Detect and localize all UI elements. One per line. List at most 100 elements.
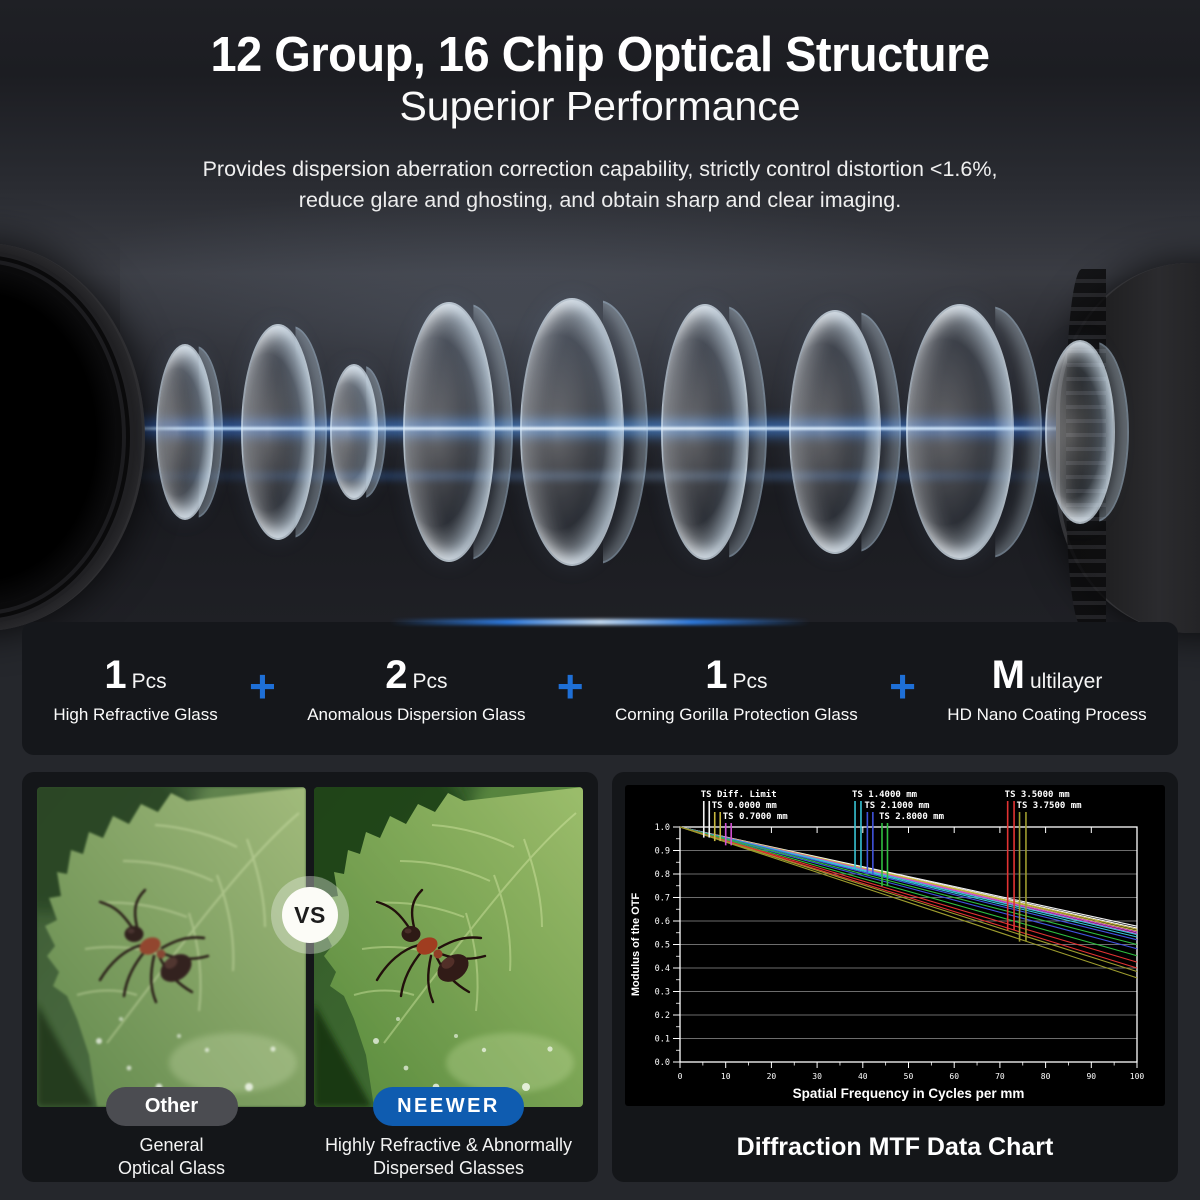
svg-text:0.9: 0.9 — [655, 847, 670, 857]
svg-text:TS 0.7000 mm: TS 0.7000 mm — [723, 812, 789, 822]
lens-element-edge — [603, 300, 648, 564]
spec-count: M ultilayer — [947, 653, 1146, 698]
spec-item-multilayer-coating: M ultilayer HD Nano Coating Process — [947, 653, 1146, 725]
spec-value: M — [991, 652, 1025, 697]
lens-exploded-diagram — [0, 243, 1200, 633]
spec-value: 2 — [385, 652, 408, 697]
spec-count: 2 Pcs — [307, 653, 525, 698]
svg-text:0: 0 — [678, 1072, 683, 1081]
bottom-row: VS Other General Optical Glass NEEWER Hi… — [22, 772, 1178, 1182]
lens-element-edge — [995, 306, 1042, 558]
chart-title: Diffraction MTF Data Chart — [736, 1132, 1054, 1161]
lens-element — [661, 304, 767, 560]
svg-text:90: 90 — [1086, 1072, 1096, 1081]
mtf-chart-card: 0.0 0.1 0.2 0.3 0.4 0.5 0.6 0.7 0.8 0.9 1.0 0 10 20 30… — [612, 772, 1178, 1182]
svg-text:40: 40 — [858, 1072, 868, 1081]
hero-title: 12 Group, 16 Chip Optical Structure — [210, 26, 990, 82]
photo-neewer — [314, 787, 583, 1107]
svg-text:TS 3.7500 mm: TS 3.7500 mm — [1017, 801, 1083, 811]
svg-text:10: 10 — [721, 1072, 731, 1081]
svg-text:0.1: 0.1 — [655, 1035, 670, 1045]
lens-element — [789, 310, 901, 554]
spec-unit: ultilayer — [1029, 669, 1103, 693]
lens-element-edge — [729, 306, 767, 558]
spec-label: HD Nano Coating Process — [947, 704, 1147, 724]
comparison-captions: Other General Optical Glass NEEWER Highl… — [37, 1087, 583, 1180]
vs-badge: VS — [271, 876, 349, 954]
spec-unit: Pcs — [732, 669, 768, 693]
spec-unit: Pcs — [131, 669, 167, 693]
lens-element — [403, 302, 513, 562]
svg-text:0.5: 0.5 — [655, 941, 670, 951]
spec-item-gorilla-glass: 1 Pcs Corning Gorilla Protection Glass — [615, 653, 858, 725]
svg-text:1.0: 1.0 — [655, 823, 670, 833]
lens-element-edge — [861, 312, 901, 552]
caption-line: Dispersed Glasses — [372, 1158, 525, 1179]
hero-description-line1: Provides dispersion aberration correctio… — [202, 157, 998, 181]
lens-element — [156, 344, 223, 520]
lens-element-edge — [1099, 342, 1129, 522]
lens-element — [241, 324, 327, 540]
mtf-chart: 0.0 0.1 0.2 0.3 0.4 0.5 0.6 0.7 0.8 0.9 1.0 0 10 20 30… — [625, 785, 1165, 1106]
svg-text:0.3: 0.3 — [655, 988, 670, 998]
other-badge: Other — [105, 1087, 238, 1126]
caption-line: Highly Refractive & Abnormally — [324, 1135, 573, 1155]
svg-text:Spatial Frequency in Cycles pe: Spatial Frequency in Cycles per mm — [793, 1086, 1025, 1101]
svg-text:0.2: 0.2 — [655, 1011, 670, 1021]
svg-text:80: 80 — [1041, 1072, 1051, 1081]
plus-icon: + — [249, 659, 276, 712]
lens-element-edge — [473, 304, 513, 560]
lens-element-edge — [198, 346, 223, 518]
svg-text:TS 2.8000 mm: TS 2.8000 mm — [879, 812, 945, 822]
specs-card: 1 Pcs High Refractive Glass + 2 Pcs Anom… — [22, 619, 1178, 755]
svg-text:TS 0.0000 mm: TS 0.0000 mm — [712, 801, 778, 811]
photo-other — [37, 787, 306, 1107]
neewer-badge: NEEWER — [373, 1087, 524, 1126]
spec-count: 1 Pcs — [53, 653, 217, 698]
lens-element — [1045, 340, 1129, 524]
spec-count: 1 Pcs — [615, 653, 858, 698]
svg-text:TS Diff. Limit: TS Diff. Limit — [701, 789, 777, 800]
comparison-card: VS Other General Optical Glass NEEWER Hi… — [22, 772, 598, 1182]
svg-text:TS 1.4000 mm: TS 1.4000 mm — [852, 790, 918, 800]
spec-value: 1 — [104, 652, 127, 697]
spec-label: Anomalous Dispersion Glass — [307, 704, 526, 724]
svg-text:50: 50 — [904, 1072, 914, 1081]
hero-description-line2: reduce glare and ghosting, and obtain sh… — [298, 187, 902, 212]
caption-line: Optical Glass — [117, 1158, 226, 1179]
lens-barrel-left-icon — [0, 243, 145, 631]
svg-text:TS 3.5000 mm: TS 3.5000 mm — [1005, 790, 1071, 800]
lens-element-edge — [366, 366, 386, 498]
svg-text:0.8: 0.8 — [655, 870, 670, 880]
blue-flare — [390, 619, 810, 625]
caption-neewer: NEEWER Highly Refractive & Abnormally Di… — [314, 1087, 583, 1180]
caption-other: Other General Optical Glass — [37, 1087, 306, 1180]
svg-text:20: 20 — [767, 1072, 777, 1081]
svg-text:100: 100 — [1130, 1072, 1145, 1081]
hero-subtitle: Superior Performance — [399, 83, 801, 129]
svg-text:0.0: 0.0 — [655, 1058, 670, 1068]
lens-element — [906, 304, 1042, 560]
plus-icon: + — [556, 659, 584, 712]
lens-element — [330, 364, 386, 500]
svg-text:0.7: 0.7 — [655, 894, 670, 904]
spec-unit: Pcs — [412, 669, 448, 693]
lens-element — [520, 298, 648, 566]
caption-other-text: General Optical Glass — [37, 1134, 306, 1180]
caption-line: General — [139, 1135, 204, 1155]
spec-item-high-refractive: 1 Pcs High Refractive Glass — [53, 653, 217, 725]
svg-text:30: 30 — [812, 1072, 822, 1081]
svg-text:0.4: 0.4 — [655, 964, 670, 974]
svg-text:TS 2.1000 mm: TS 2.1000 mm — [864, 801, 930, 811]
hero-section: 12 Group, 16 Chip Optical Structure Supe… — [0, 0, 1200, 633]
svg-text:60: 60 — [949, 1072, 959, 1081]
svg-text:0.6: 0.6 — [655, 917, 670, 927]
spec-label: Corning Gorilla Protection Glass — [614, 704, 858, 724]
comparison-photos — [37, 787, 583, 1107]
svg-text:70: 70 — [995, 1072, 1005, 1081]
spec-item-anomalous-dispersion: 2 Pcs Anomalous Dispersion Glass — [307, 653, 525, 725]
svg-text:Modulus of the OTF: Modulus of the OTF — [630, 893, 642, 997]
caption-neewer-text: Highly Refractive & Abnormally Dispersed… — [314, 1134, 583, 1180]
lens-element-edge — [295, 326, 327, 538]
